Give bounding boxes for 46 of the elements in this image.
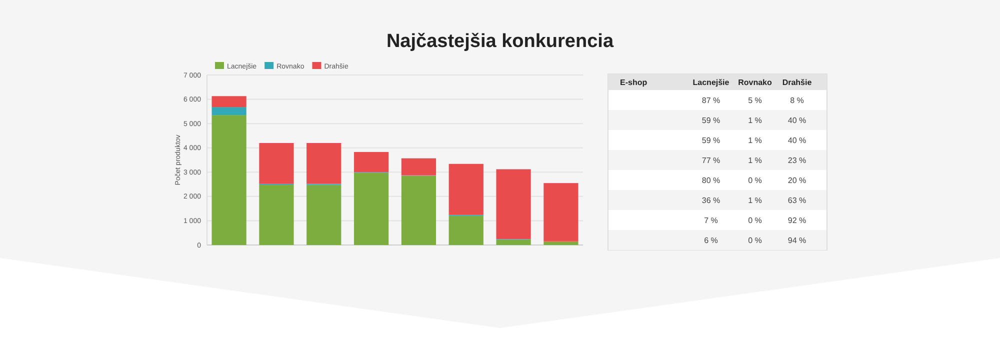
- text: 1 %: [748, 116, 762, 125]
- text: 1 %: [748, 156, 762, 165]
- text: 7 %: [704, 216, 718, 225]
- bar: [401, 176, 436, 245]
- text: 1 %: [748, 196, 762, 205]
- text: 40 %: [788, 116, 806, 125]
- bar: [354, 172, 389, 245]
- bar: [259, 143, 294, 184]
- text: 59 %: [702, 136, 720, 145]
- bar: [306, 143, 342, 184]
- bar: [212, 115, 246, 245]
- text: E-shop: [620, 78, 648, 87]
- text: 0 %: [748, 176, 762, 185]
- bar: [259, 184, 294, 245]
- bar: [544, 241, 578, 245]
- text: 1 %: [748, 136, 762, 145]
- bar: [496, 169, 531, 240]
- chart-title: Najčastejšia konkurencia: [386, 31, 614, 52]
- text: 94 %: [788, 236, 806, 245]
- text: 0 %: [748, 236, 762, 245]
- text: 87 %: [702, 96, 720, 105]
- bar: [496, 239, 531, 245]
- bar: [448, 216, 484, 245]
- bar: [354, 152, 389, 172]
- bar: [212, 96, 246, 108]
- text: 63 %: [788, 196, 806, 205]
- category-label: Rovnako: [738, 78, 772, 87]
- bar: [212, 107, 246, 116]
- text: 23 %: [788, 156, 806, 165]
- text: 8 %: [790, 96, 804, 105]
- text: 36 %: [702, 196, 720, 205]
- bar: [544, 183, 578, 242]
- text: 20 %: [788, 176, 806, 185]
- text: 5 %: [748, 96, 762, 105]
- bar: [306, 184, 342, 245]
- text: 6 %: [704, 236, 718, 245]
- text: 40 %: [788, 136, 806, 145]
- bar: [448, 164, 484, 215]
- category-label: Drahšie: [782, 78, 812, 87]
- text: 59 %: [702, 116, 720, 125]
- bar: [401, 158, 436, 176]
- text: 77 %: [702, 156, 720, 165]
- text: 0 %: [748, 216, 762, 225]
- text: 92 %: [788, 216, 806, 225]
- category-label: Lacnejšie: [692, 78, 730, 87]
- text: 80 %: [702, 176, 720, 185]
